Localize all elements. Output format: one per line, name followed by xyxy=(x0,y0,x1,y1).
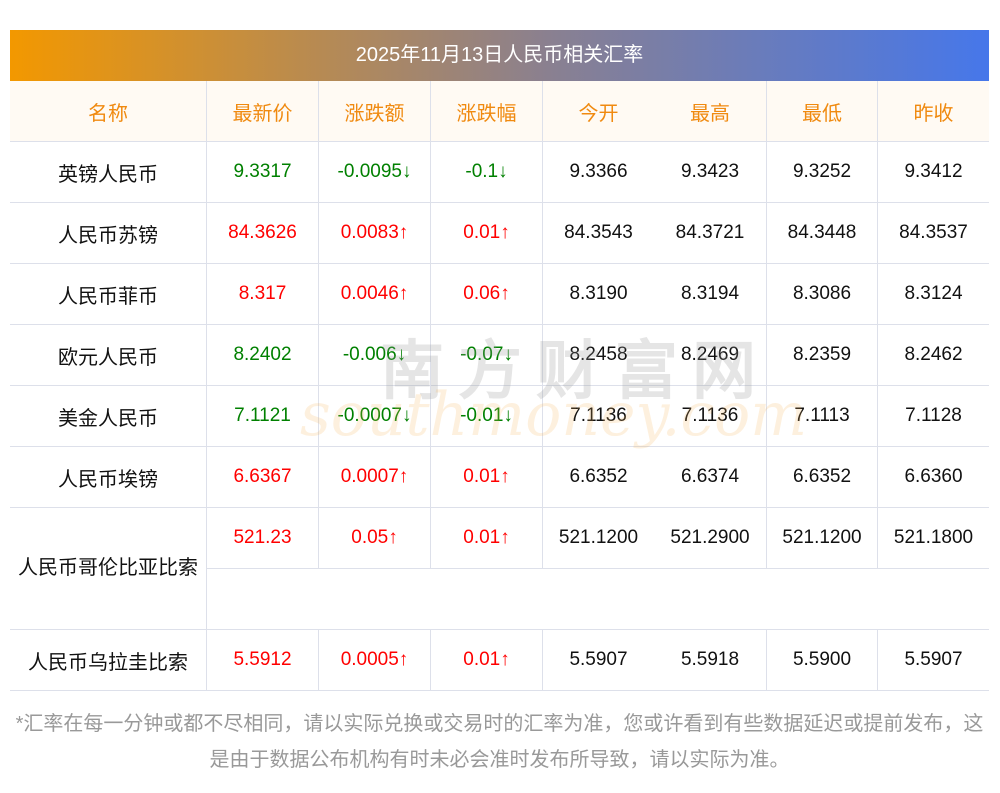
high-price: 5.5918 xyxy=(654,630,766,691)
open-price: 84.3543 xyxy=(542,203,654,264)
change-percent: 0.01↑ xyxy=(430,508,542,569)
header-name: 名称 xyxy=(10,81,206,142)
change-percent: 0.01↑ xyxy=(430,203,542,264)
change-amount: 0.0046↑ xyxy=(318,264,430,325)
change-amount: 0.0005↑ xyxy=(318,630,430,691)
currency-name: 美金人民币 xyxy=(10,386,206,447)
latest-price: 6.6367 xyxy=(206,447,318,508)
change-amount: -0.006↓ xyxy=(318,325,430,386)
high-price: 7.1136 xyxy=(654,386,766,447)
change-percent: -0.1↓ xyxy=(430,142,542,203)
high-price: 521.2900 xyxy=(654,508,766,569)
change-amount: 0.0007↑ xyxy=(318,447,430,508)
change-percent: 0.06↑ xyxy=(430,264,542,325)
currency-name: 人民币苏镑 xyxy=(10,203,206,264)
empty-row-filler xyxy=(206,569,989,630)
change-amount: -0.0007↓ xyxy=(318,386,430,447)
change-amount: 0.05↑ xyxy=(318,508,430,569)
prev-close: 521.1800 xyxy=(877,508,989,569)
open-price: 5.5907 xyxy=(542,630,654,691)
latest-price: 521.23 xyxy=(206,508,318,569)
high-price: 9.3423 xyxy=(654,142,766,203)
currency-name: 人民币哥伦比亚比索 xyxy=(10,508,206,630)
header-open: 今开 xyxy=(542,81,654,142)
low-price: 7.1113 xyxy=(766,386,877,447)
disclaimer-note: *汇率在每一分钟或都不尽相同，请以实际兑换或交易时的汇率为准，您或许看到有些数据… xyxy=(15,713,984,771)
latest-price: 5.5912 xyxy=(206,630,318,691)
low-price: 5.5900 xyxy=(766,630,877,691)
change-amount: -0.0095↓ xyxy=(318,142,430,203)
header-change: 涨跌额 xyxy=(318,81,430,142)
low-price: 6.6352 xyxy=(766,447,877,508)
header-prev: 昨收 xyxy=(877,81,989,142)
header-pct: 涨跌幅 xyxy=(430,81,542,142)
currency-name: 欧元人民币 xyxy=(10,325,206,386)
prev-close: 9.3412 xyxy=(877,142,989,203)
prev-close: 8.3124 xyxy=(877,264,989,325)
currency-name: 人民币乌拉圭比索 xyxy=(10,630,206,691)
currency-name: 人民币菲币 xyxy=(10,264,206,325)
low-price: 8.2359 xyxy=(766,325,877,386)
latest-price: 84.3626 xyxy=(206,203,318,264)
low-price: 84.3448 xyxy=(766,203,877,264)
open-price: 9.3366 xyxy=(542,142,654,203)
open-price: 8.2458 xyxy=(542,325,654,386)
latest-price: 9.3317 xyxy=(206,142,318,203)
open-price: 521.1200 xyxy=(542,508,654,569)
currency-name: 人民币埃镑 xyxy=(10,447,206,508)
low-price: 521.1200 xyxy=(766,508,877,569)
prev-close: 5.5907 xyxy=(877,630,989,691)
change-percent: 0.01↑ xyxy=(430,630,542,691)
prev-close: 8.2462 xyxy=(877,325,989,386)
change-percent: -0.07↓ xyxy=(430,325,542,386)
header-latest: 最新价 xyxy=(206,81,318,142)
prev-close: 6.6360 xyxy=(877,447,989,508)
currency-name: 英镑人民币 xyxy=(10,142,206,203)
open-price: 6.6352 xyxy=(542,447,654,508)
latest-price: 8.2402 xyxy=(206,325,318,386)
header-low: 最低 xyxy=(766,81,877,142)
change-percent: -0.01↓ xyxy=(430,386,542,447)
latest-price: 8.317 xyxy=(206,264,318,325)
latest-price: 7.1121 xyxy=(206,386,318,447)
header-high: 最高 xyxy=(654,81,766,142)
rate-table: 2025年11月13日人民币相关汇率 名称 最新价 涨跌额 涨跌幅 今开 最高 … xyxy=(10,30,989,691)
prev-close: 84.3537 xyxy=(877,203,989,264)
open-price: 8.3190 xyxy=(542,264,654,325)
change-amount: 0.0083↑ xyxy=(318,203,430,264)
high-price: 84.3721 xyxy=(654,203,766,264)
change-percent: 0.01↑ xyxy=(430,447,542,508)
open-price: 7.1136 xyxy=(542,386,654,447)
high-price: 8.2469 xyxy=(654,325,766,386)
low-price: 9.3252 xyxy=(766,142,877,203)
low-price: 8.3086 xyxy=(766,264,877,325)
table-title: 2025年11月13日人民币相关汇率 xyxy=(10,30,989,81)
high-price: 8.3194 xyxy=(654,264,766,325)
prev-close: 7.1128 xyxy=(877,386,989,447)
table-grid: 名称 最新价 涨跌额 涨跌幅 今开 最高 最低 昨收 英镑人民币 9.3317 -0… xyxy=(10,81,989,691)
high-price: 6.6374 xyxy=(654,447,766,508)
